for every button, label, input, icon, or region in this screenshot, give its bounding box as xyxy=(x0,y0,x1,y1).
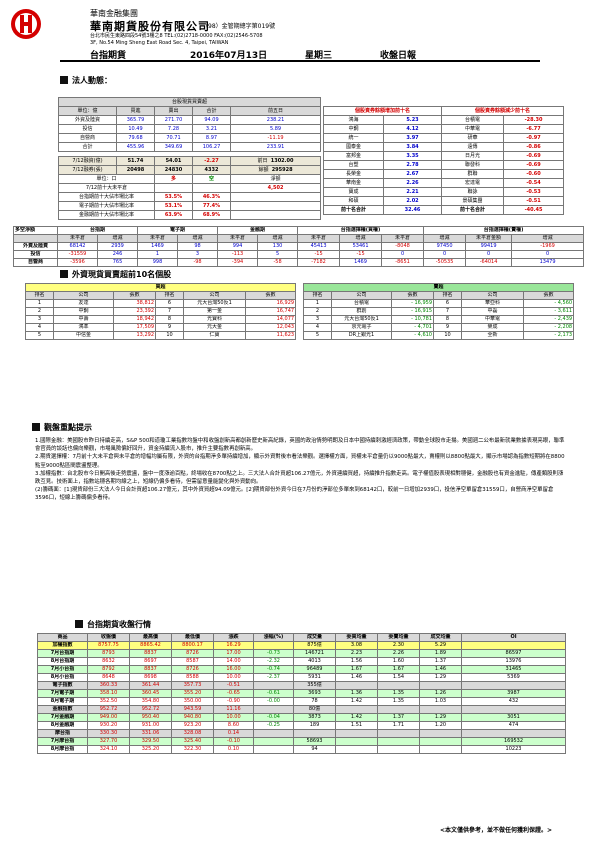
table-row: 5 DR上銀光1- 4,610 10 全新 - 2,173 xyxy=(303,331,575,340)
table-row: 鴻海 5.23 台積電 -28.30 xyxy=(323,115,565,125)
report-weekday: 星期三 xyxy=(305,51,333,61)
address-cn: 台北市民生東路四段54號3樓之8 TEL:(02)2718-0000 FAX:(… xyxy=(90,33,263,39)
table-row: 3 元大台灣50反1- 10,781 8 中華電 - 2,439 xyxy=(303,315,575,324)
report-type: 收盤日報 xyxy=(380,51,417,61)
table-row: 富邦金 3.35 日月光 -0.69 xyxy=(323,151,565,161)
table-row: 自營商 79.68 70.71 8.97 -11.19 xyxy=(58,133,322,143)
table-row: 投信 10.49 7.28 3.21 5.89 xyxy=(58,124,322,134)
top-buy-title: 個股資券餘額增加前十名 xyxy=(322,106,443,116)
section-foreign-heading: 外資現貨買賣超前10名個股 xyxy=(60,269,171,280)
company-name: 華南期貨股份有限公司 xyxy=(90,20,210,33)
section-notes-heading: 觀盤重點提示 xyxy=(32,422,92,433)
table-row: 合計 455.96 349.69 106.27 233.91 xyxy=(58,142,322,152)
report-name: 台指期貨 xyxy=(90,51,127,61)
table-row: 8月電子期 352.50 354.80 350.00 -0.90 -0.00 78 1.42 1… xyxy=(37,697,566,706)
table-row: 電子指數 360.33 361.44 357.73 -0.51 355億 xyxy=(37,681,566,690)
futures-quote-table: 商品 收盤價 最高價 最低價 漲跌 漲幅(%) 成交量 委買均量 委賣均量 成交均量 OI 加權指數… xyxy=(37,633,566,754)
foreign-sell-table: 賣超 排名 公司 張數 排名 公司 張數 1 台積電 - 16,959 6 華亞科 - 4,560 2… xyxy=(302,283,575,340)
table-row: 摩台指 330.30 331.06 328.08 0.14 xyxy=(37,729,566,738)
company-logo xyxy=(10,8,42,40)
table-row: 7月摩台指 327.70 329.50 325.40 -0.10 58693 169532 xyxy=(37,737,566,746)
table-row: 8月小台指 8648 8698 8588 10.00 -2.37 5931 1.46 1.54 1… xyxy=(37,673,566,682)
institutional-table: 台股現貨買賣超 單位：億 買進 賣出 合計 前五日 外資及陸資 365.79 271.70 9… xyxy=(57,97,322,220)
note-paragraph: 1.國際金融：美國股市昨日持續走高，S&P 500和道瓊工業指數均盤中和收盤創新… xyxy=(35,438,565,453)
table-row: 投信 -31559 246 1 3 -113 5 -15 -15 0 0 0 0 xyxy=(13,250,585,259)
top-sell-title: 個股資券餘額減少前十名 xyxy=(441,106,565,116)
table-row: 外資及陸資 68142 2939 1469 98 994 130 45413 53461 -804… xyxy=(13,242,585,251)
license-number: （98）金管期總字第019號 xyxy=(202,23,276,30)
table-row: 自營商 -3596 765 998 -98 -394 -58 -7182 1469 -8651 -5… xyxy=(13,258,585,267)
section-institutional-heading: 法人動態： xyxy=(60,75,112,86)
table-row: 和碩 2.02 景碩集團 -0.51 xyxy=(323,196,565,206)
table-row: 7月電子期 358.10 360.45 355.20 -0.65 -0.61 3693 1.3… xyxy=(37,689,566,698)
note-paragraph: 3.加權指數：台北股市今日開高後走勢震盪，盤中一度漲逾百點，終場收在8700點之… xyxy=(35,470,564,486)
table-row: 7月小台指 8792 8837 8726 16.00 -0.74 96489 1.67 1.67… xyxy=(37,665,566,674)
sell-title: 賣超 xyxy=(302,283,575,292)
table-row: 8月金融期 930.20 931.00 923.20 8.60 -0.25 189 1.51 1… xyxy=(37,721,566,730)
short-row: 7/12融券(張) 20498 24830 4332 餘額 295928 xyxy=(58,165,322,175)
table-row: 8月摩台指 324.10 325.20 322.30 0.10 94 10223 xyxy=(37,745,566,754)
table-row: 2 中鋼 23,392 7 第一金 16,747 xyxy=(25,307,297,316)
margin-row: 7/12融資(億) 51.74 54.01 -2.27 前日 1302.00 xyxy=(58,156,322,166)
table-row: 3 中壽 18,942 8 光寶科 14,077 xyxy=(25,315,297,324)
table-row: 外資及陸資 365.79 271.70 94.09 238.21 xyxy=(58,115,322,125)
group-name: 華南金融集團 xyxy=(90,9,138,18)
table-row: 華南金 2.26 宏達電 -0.54 xyxy=(323,178,565,188)
table-row: 長榮金 2.67 群聯 -0.60 xyxy=(323,169,565,179)
table-row: 中鋼 4.12 中華電 -6.77 xyxy=(323,124,565,134)
table-row: 2 群創 - 16,915 7 中磊 - 3,611 xyxy=(303,307,575,316)
table-row: 7月金融期 949.00 950.40 940.80 10.00 -0.04 3873 1.4… xyxy=(37,713,566,722)
title-divider xyxy=(60,60,540,62)
report-date: 2016年07月13日 xyxy=(190,51,268,61)
table-row: 前十名合計 32.46 前十名合計 -40.45 xyxy=(323,205,565,215)
disclaimer: <本文僅供參考，並不做任何獲利保證。> xyxy=(440,827,553,834)
report-title-bar: 台指期貨 2016年07月13日 星期三 收盤日報 xyxy=(60,48,540,61)
table-row: 7/12前十大未平倉 4,502 xyxy=(58,183,322,193)
table-row: 4 京元電子 - 4,701 9 榮成 - 2,208 xyxy=(303,323,575,332)
table-row: 4 鴻準 17,509 9 元大金 12,043 xyxy=(25,323,297,332)
table-row: 7月台指期 8793 8837 8726 17.00 -0.73 146721 2.23 2.2… xyxy=(37,649,566,658)
table-row: 電子期前十大佔市場比率 53.1% 77.4% xyxy=(58,201,322,211)
table-row: 金融指數 952.72 952.72 943.59 11.16 80億 xyxy=(37,705,566,714)
table-row: 8月台指期 8632 8697 8587 14.00 -2.32 4013 1.56 1.60 1… xyxy=(37,657,566,666)
margin-top10-table: 個股資券餘額增加前十名 個股資券餘額減少前十名 鴻海 5.23 台積電 -28.30 中… xyxy=(322,106,565,215)
market-notes: 1.國際金融：美國股市昨日持續走高，S&P 500和道瓊工業指數均盤中和收盤創新… xyxy=(35,437,565,503)
long-short-row: 單位：口多空淨額 xyxy=(58,174,322,184)
futures-oi-table: 多空淨額 台指期 電子期 金融期 台指選擇權(買權) 台指選擇權(賣權) 未平倉… xyxy=(13,226,585,267)
inst-table-title: 台股現貨買賣超 xyxy=(57,97,322,107)
foreign-buy-table: 買超 排名 公司 張數 排名 公司 張數 1 友達 38,812 6 元大台灣50反1 16,929… xyxy=(24,283,297,340)
table-row: 台塑 2.78 聯發科 -0.69 xyxy=(323,160,565,170)
section-quotes-heading: 台指期貨收盤行情 xyxy=(75,619,151,630)
table-row: 金融期前十大佔市場比率 63.9% 68.9% xyxy=(58,210,322,220)
table-row: 寶成 2.21 聯詠 -0.53 xyxy=(323,187,565,197)
table-row: 台指期前十大佔市場比率 53.5% 46.3% xyxy=(58,192,322,202)
table-row: 5 中信金 13,292 10 仁寶 11,623 xyxy=(25,331,297,340)
table-row: 國泰金 3.84 遠傳 -0.86 xyxy=(323,142,565,152)
note-paragraph: (2)籌碼面：[1]現貨部份三大法人今日合計買超106.27億元，其中外資買超9… xyxy=(35,487,554,502)
note-paragraph: 2.期貨選擇權：7月前十大未平倉與未平倉的增幅均屬有限，外資的台指期淨多單持續增… xyxy=(35,454,565,469)
table-row: 1 友達 38,812 6 元大台灣50反1 16,929 xyxy=(25,299,297,308)
table-row: 1 台積電 - 16,959 6 華亞科 - 4,560 xyxy=(303,299,575,308)
table-row: 統一 3.97 研華 -0.97 xyxy=(323,133,565,143)
table-row: 加權指數 8757.75 8865.42 8800.17 16.29 875億 3.08 2.… xyxy=(37,641,566,650)
address-en: 3F, No.54 Ming Sheng East Road Sec. 4, T… xyxy=(90,40,229,46)
buy-title: 買超 xyxy=(24,283,297,292)
